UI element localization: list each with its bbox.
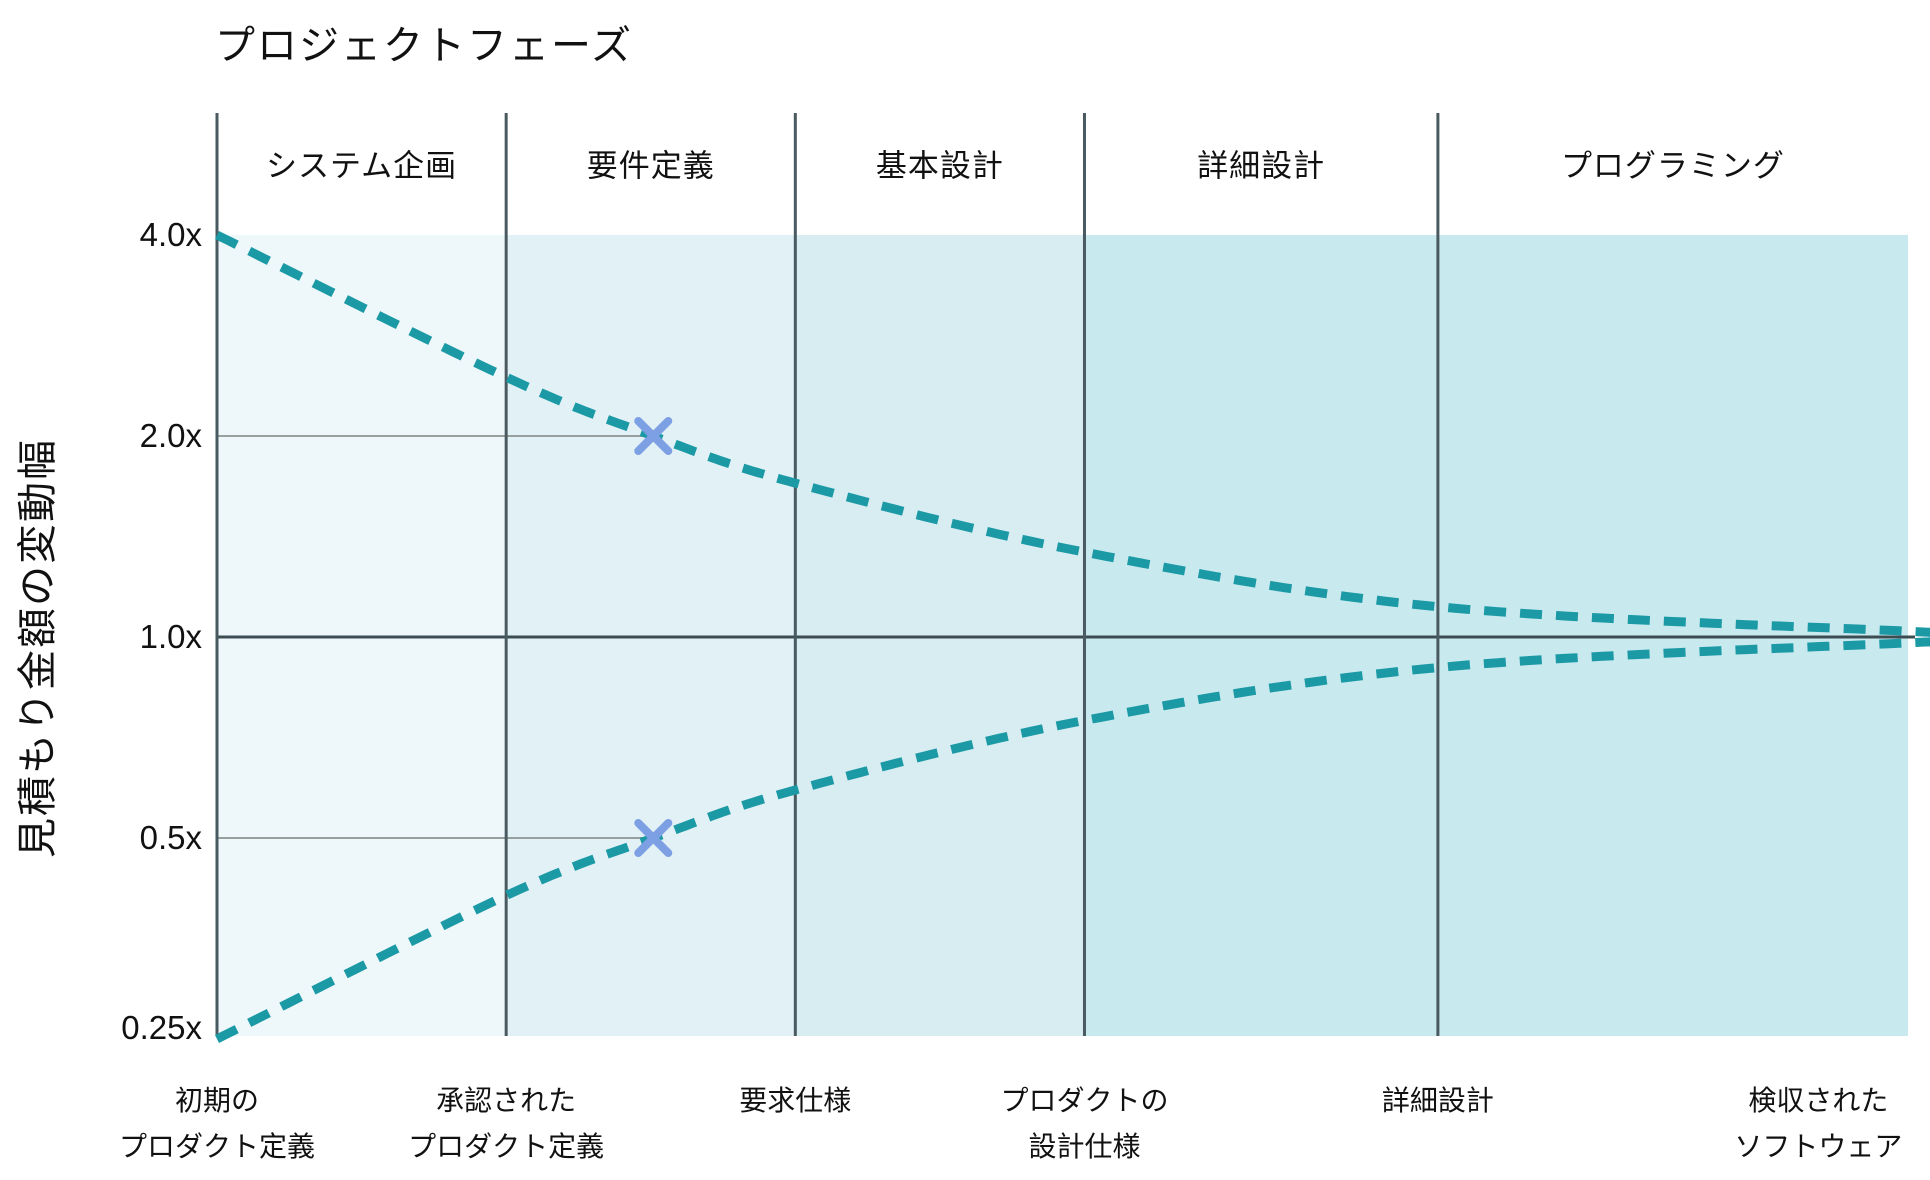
y-tick-label: 2.0x xyxy=(139,417,202,454)
phase-header-label: 要件定義 xyxy=(586,148,715,184)
phase-header-label: プログラミング xyxy=(1560,148,1785,184)
milestone-label-line: 設計仕様 xyxy=(1028,1131,1141,1162)
chart-title: プロジェクトフェーズ xyxy=(215,24,633,68)
milestone-label: 詳細設計 xyxy=(1382,1078,1494,1124)
milestone-label: 初期のプロダクト定義 xyxy=(119,1078,315,1170)
phase-header-label: システム企画 xyxy=(266,148,458,184)
milestone-label-line: プロダクト定義 xyxy=(408,1131,605,1162)
milestone-label-line: プロダクトの xyxy=(1000,1085,1169,1116)
phase-header-label: 基本設計 xyxy=(875,148,1004,184)
estimate-lower-bound-curve xyxy=(214,637,1930,1044)
milestone-label-line: 承認された xyxy=(436,1085,577,1116)
x-marker-lower xyxy=(634,819,673,857)
y-tick-label: 0.5x xyxy=(139,819,202,856)
y-tick-label: 4.0x xyxy=(139,216,202,253)
y-tick-label: 0.25x xyxy=(121,1009,202,1046)
y-tick-label: 1.0x xyxy=(139,618,202,655)
milestone-label-line: 要求仕様 xyxy=(739,1085,852,1116)
estimate-upper-bound-curve xyxy=(214,230,1930,637)
milestone-label: プロダクトの 設計仕様 xyxy=(1000,1078,1168,1170)
y-axis-title: 見積もり金額の変動幅 xyxy=(16,438,60,858)
milestone-label: 検収されたソフトウェア xyxy=(1734,1078,1902,1170)
phase-header-label: 詳細設計 xyxy=(1197,148,1326,184)
x-marker-upper xyxy=(634,417,673,455)
milestone-label: 要求仕様 xyxy=(739,1078,851,1124)
milestone-label: 承認されたプロダクト定義 xyxy=(408,1078,604,1170)
milestone-label-line: 初期の xyxy=(174,1085,260,1116)
milestone-label-line: ソフトウェア xyxy=(1734,1131,1903,1162)
milestone-label-line: プロダクト定義 xyxy=(118,1131,316,1162)
milestone-label-line: 詳細設計 xyxy=(1381,1085,1494,1116)
milestone-label-line: 検収された xyxy=(1748,1085,1889,1116)
